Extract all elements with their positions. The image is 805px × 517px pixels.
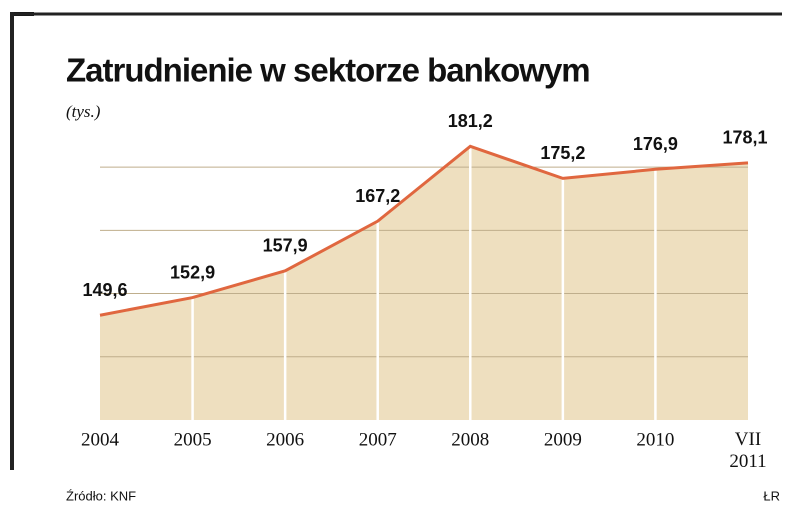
source: Źródło: KNF <box>66 488 136 503</box>
x-tick-label: 2007 <box>359 429 397 450</box>
x-tick-label: 2009 <box>544 429 582 450</box>
chart-title: Zatrudnienie w sektorze bankowym <box>66 52 590 89</box>
value-label: 176,9 <box>633 134 678 154</box>
value-label: 149,6 <box>82 280 127 300</box>
area-fill <box>100 146 748 420</box>
value-label: 181,2 <box>448 111 493 131</box>
line <box>99 144 749 317</box>
x-tick-label: 2006 <box>266 429 304 450</box>
credit: ŁR <box>763 488 780 503</box>
x-tick-label: 2010 <box>636 429 674 450</box>
value-label: 175,2 <box>540 143 585 163</box>
value-label: 157,9 <box>263 236 308 256</box>
x-tick-label: 2004 <box>81 429 120 450</box>
x-tick-label: 2005 <box>174 429 212 450</box>
x-tick-label: 2008 <box>451 429 489 450</box>
value-label: 152,9 <box>170 262 215 282</box>
x-tick-label-line: 2011 <box>729 451 766 472</box>
chart-subtitle: (tys.) <box>66 102 101 121</box>
value-label: 167,2 <box>355 186 400 206</box>
x-tick-label: VII 2011 <box>729 429 766 472</box>
x-tick-label-line: VII <box>735 429 761 450</box>
value-label: 178,1 <box>722 128 767 148</box>
